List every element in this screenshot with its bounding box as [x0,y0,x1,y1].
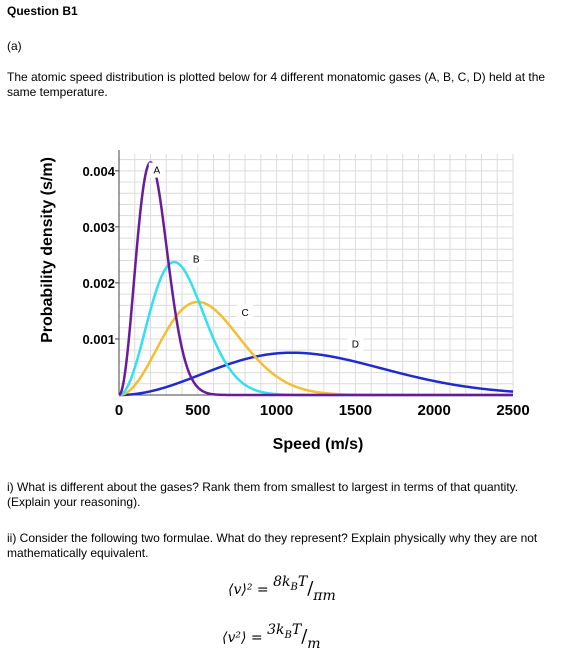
x-tick-label: 500 [185,402,210,419]
series-label-a: A [153,166,160,177]
intro-text: The atomic speed distribution is plotted… [7,70,546,99]
series-label-bg-b [188,251,205,267]
y-tick-label: 0.003 [82,220,115,235]
y-tick-label: 0.002 [82,276,115,291]
formula-mean-speed-T: T [297,574,308,590]
speed-distribution-chart: 0 500 1000 1500 2000 2500 0.001 0.002 0.003 0.004… [39,150,530,453]
part-label: (a) [7,39,22,53]
formula-slash: / [307,578,314,599]
formula-mean-speed-den: πm [313,588,336,604]
x-axis-title: Speed (m/s) [273,436,364,453]
question-title: Question B1 [7,4,78,18]
x-tick-label: 2500 [496,402,529,419]
formula-mean-square-speed-lhs: ⟨v²⟩ = [222,630,263,646]
y-axis-title: Probability density (s/m) [39,157,56,343]
y-tick-label: 0.004 [82,164,115,179]
series-line-d [119,351,514,397]
series-label-bg-a [148,162,165,178]
formula-mean-speed-num: 8k [273,574,291,590]
y-tick-label: 0.001 [82,332,115,347]
series-label-d: D [352,340,359,351]
formula-slash: / [301,626,308,647]
series-label-bg-d [347,336,364,352]
x-tick-label: 2000 [418,402,451,419]
formula-mean-speed-sub: B [290,581,298,593]
formula-mean-square-speed-T: T [291,622,302,638]
formula-mean-square-speed: ⟨v²⟩ = 3kBT/m [222,622,321,652]
series-label-c: C [241,308,248,319]
question-ii-text: ii) Consider the following two formulae.… [7,531,538,560]
question-i-text: i) What is different about the gases? Ra… [7,480,519,509]
x-tick-label: 0 [115,402,123,419]
formula-mean-speed-lhs: ⟨v⟩² = [228,582,269,598]
x-tick-label: 1500 [339,402,372,419]
formula-mean-speed: ⟨v⟩² = 8kBT/πm [228,574,336,604]
series-label-b: B [193,255,200,266]
series-label-bg-c [237,304,254,320]
series-line-c [118,300,513,397]
formula-mean-square-speed-sub: B [284,629,292,641]
formula-mean-square-speed-num: 3k [267,622,285,638]
x-tick-label: 1000 [260,402,293,419]
formula-mean-square-speed-den: m [307,636,321,652]
series-line-a [118,161,513,397]
